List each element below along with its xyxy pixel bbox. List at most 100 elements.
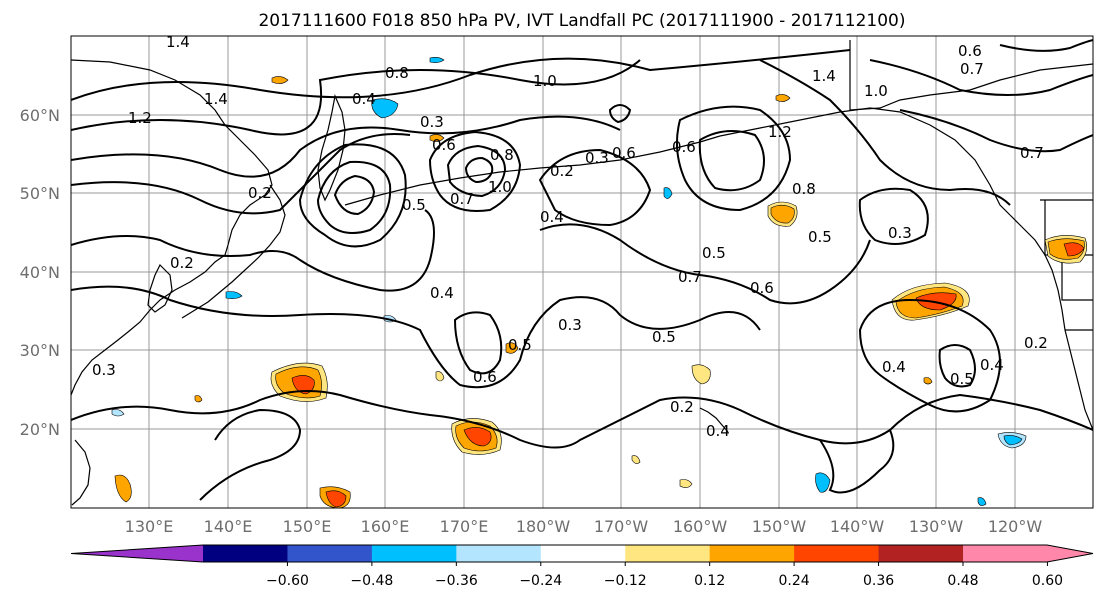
colorbar-tick-label: −0.60 (266, 573, 309, 589)
contour-label: 0.4 (980, 356, 1004, 374)
colorbar-segment (794, 545, 880, 562)
pv-contour-line (759, 59, 1011, 206)
lon-label: 140°W (830, 517, 885, 536)
contour-label: 1.0 (864, 82, 888, 100)
pv-contour-line (199, 408, 302, 501)
colorbar-extend-high (963, 545, 1093, 562)
contour-label: 0.2 (550, 162, 574, 180)
contour-label: 0.2 (670, 398, 694, 416)
pv-contour-line (938, 344, 976, 388)
contour-label: 0.5 (950, 370, 974, 388)
pv-contour-line (464, 156, 494, 184)
pv-contour-line (538, 148, 652, 227)
contour-label: 0.5 (402, 196, 426, 214)
coastline-arctic (849, 40, 1093, 111)
lon-label: 120°W (988, 517, 1043, 536)
filled-patch-positive (631, 455, 641, 464)
pv-contour-line (999, 39, 1093, 52)
pv-contour-line (71, 59, 641, 136)
pv-contour-line (453, 311, 503, 375)
contour-label: 0.6 (473, 368, 497, 386)
lon-label: 130°E (125, 517, 174, 536)
colorbar: −0.60 −0.48 −0.36 −0.24 −0.12 0.12 0.24 0.36 0.4… (70, 544, 1094, 589)
lon-label: 140°E (204, 517, 253, 536)
colorbar-tick-label: −0.24 (519, 573, 562, 589)
contour-labels: 1.4 1.4 1.2 1.0 0.8 0.4 0.3 0.6 1.0 0.8 … (92, 33, 1048, 440)
filled-patch-positive (429, 134, 445, 142)
contour-label: 0.5 (508, 336, 532, 354)
lat-label: 20°N (20, 420, 60, 439)
contour-label: 0.4 (352, 90, 376, 108)
contour-label: 1.4 (166, 33, 190, 51)
filled-patch-positive (891, 282, 970, 321)
pv-contour-line (858, 187, 929, 245)
colorbar-tick-label: 0.24 (779, 573, 810, 589)
pv-contour-line (869, 59, 1093, 96)
pv-contour-line (675, 105, 792, 212)
coastline-alaska (719, 107, 1011, 216)
contour-label: 0.4 (706, 422, 730, 440)
lat-label: 60°N (20, 106, 60, 125)
pv-contour-line (316, 160, 392, 235)
filled-patch-positive (691, 364, 711, 385)
colorbar-tick-label: 0.48 (947, 573, 978, 589)
filled-patch-negative (977, 497, 987, 506)
colorbar-tick-label: −0.12 (604, 573, 647, 589)
colorbar-segment (371, 545, 457, 562)
colorbar-segment (625, 545, 711, 562)
contour-label: 0.5 (652, 328, 676, 346)
filled-patch-positive (270, 362, 328, 402)
contour-label: 0.3 (558, 316, 582, 334)
coastline-asia (71, 59, 273, 396)
filled-patch-positive (194, 395, 203, 403)
contour-label: 0.6 (672, 138, 696, 156)
map-frame (70, 35, 1094, 509)
filled-patch-negative (225, 291, 243, 299)
colorbar-segment (203, 545, 288, 562)
lon-label: 160°E (361, 517, 410, 536)
contour-label: 0.3 (888, 224, 912, 242)
lon-label: 150°E (283, 517, 332, 536)
lon-label: 170°E (440, 517, 489, 536)
coastline-korea (147, 263, 173, 313)
filled-patch-negative (371, 98, 399, 119)
pv-contour-line (698, 130, 765, 192)
colorbar-segment (287, 545, 373, 562)
pv-contour-line (71, 133, 411, 215)
filled-patch-positive (923, 377, 933, 385)
lat-label: 40°N (20, 263, 60, 282)
contour-label: 0.7 (1020, 144, 1044, 162)
contour-label: 1.2 (128, 109, 152, 127)
pv-contour-line (298, 143, 407, 248)
colorbar-segment (878, 545, 964, 562)
contour-label: 0.5 (702, 244, 726, 262)
gridlines (71, 36, 1093, 508)
contour-label: 0.3 (585, 149, 609, 167)
contour-label: 1.4 (812, 67, 836, 85)
pv-contour-line (333, 174, 376, 216)
filled-patch-positive (505, 342, 519, 354)
filled-patch-positive (679, 479, 693, 488)
contour-label: 1.4 (204, 90, 228, 108)
map-panel: 1.4 1.4 1.2 1.0 0.8 0.4 0.3 0.6 1.0 0.8 … (70, 33, 1094, 509)
filled-patch-negative (815, 472, 831, 493)
contour-label: 0.8 (792, 180, 816, 198)
filled-patch-negative (111, 409, 125, 417)
filled-patch-positive (767, 201, 798, 227)
contour-label: 0.3 (92, 361, 116, 379)
contour-label: 0.5 (808, 228, 832, 246)
lon-label: 130°W (909, 517, 964, 536)
contour-label: 0.2 (170, 254, 194, 272)
filled-patch-negative (429, 57, 445, 63)
contour-label: 1.0 (488, 178, 512, 196)
pv-contour-line (608, 104, 632, 124)
contour-label: 1.0 (533, 72, 557, 90)
filled-patch-positive (435, 371, 445, 382)
contour-label: 0.7 (678, 268, 702, 286)
lat-label: 30°N (20, 341, 60, 360)
filled-patch-positive (775, 94, 791, 102)
contour-label: 0.6 (612, 144, 636, 162)
coastline-japan (181, 184, 286, 319)
longitude-labels: 130°E 140°E 150°E 160°E 170°E 180°W 170°… (125, 517, 1043, 536)
